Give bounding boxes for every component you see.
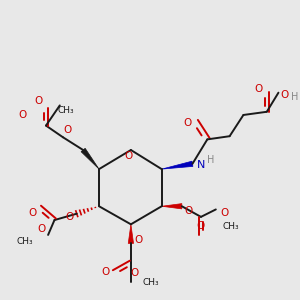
Text: H: H [207, 154, 214, 165]
Text: O: O [19, 110, 27, 120]
Text: O: O [254, 85, 262, 94]
Text: O: O [134, 235, 142, 245]
Text: CH₃: CH₃ [58, 106, 74, 115]
Text: O: O [38, 224, 46, 234]
Text: CH₃: CH₃ [16, 237, 33, 246]
Polygon shape [128, 224, 134, 243]
Text: O: O [197, 221, 205, 231]
Text: CH₃: CH₃ [222, 222, 239, 231]
Polygon shape [162, 161, 193, 169]
Text: O: O [130, 268, 138, 278]
Text: O: O [34, 96, 43, 106]
Polygon shape [162, 204, 182, 209]
Text: O: O [220, 208, 228, 218]
Text: O: O [63, 125, 71, 135]
Text: O: O [65, 212, 74, 222]
Text: O: O [183, 118, 191, 128]
Text: O: O [281, 90, 289, 100]
Text: O: O [101, 267, 110, 277]
Text: O: O [184, 206, 192, 215]
Polygon shape [81, 148, 99, 169]
Text: H: H [291, 92, 298, 102]
Text: N: N [197, 160, 205, 170]
Text: O: O [124, 152, 133, 161]
Text: O: O [28, 208, 36, 218]
Text: CH₃: CH₃ [143, 278, 159, 287]
